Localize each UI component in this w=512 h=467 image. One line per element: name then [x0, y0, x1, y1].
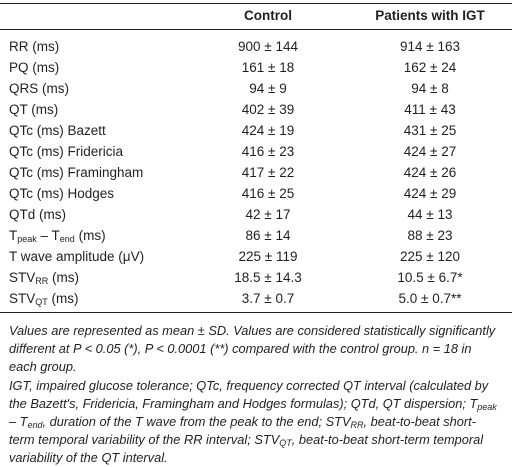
- cell-control: 94 ± 9: [249, 81, 287, 96]
- header-rule: [0, 29, 512, 30]
- text-segment: QTc (ms) Framingham: [9, 165, 144, 180]
- table-row: Tpeak – Tend (ms) 86 ± 14 88 ± 23: [0, 226, 512, 246]
- header-igt: Patients with IGT: [375, 8, 485, 23]
- cell-control: 416 ± 25: [241, 186, 295, 201]
- text-segment: QTc (ms) Fridericia: [9, 144, 123, 159]
- table-row: T wave amplitude (μV) 225 ± 119 225 ± 120: [0, 247, 512, 267]
- text-segment: (ms): [48, 270, 80, 285]
- cell-igt: 424 ± 26: [403, 165, 457, 180]
- text-segment: QRS (ms): [9, 81, 69, 96]
- cell-control: 417 ± 22: [241, 165, 295, 180]
- subscript: RR: [350, 420, 364, 430]
- cell-control: 225 ± 119: [238, 249, 298, 264]
- cell-control: 402 ± 39: [241, 102, 295, 117]
- text-segment: STV: [9, 291, 36, 306]
- row-label: QTc (ms) Fridericia: [9, 142, 123, 162]
- subscript: end: [59, 234, 75, 244]
- text-segment: QTc (ms) Hodges: [9, 186, 115, 201]
- cell-igt: 5.0 ± 0.7**: [398, 291, 462, 306]
- row-label: QTc (ms) Bazett: [9, 121, 106, 141]
- cell-igt: 10.5 ± 6.7*: [397, 270, 463, 285]
- cell-control: 86 ± 14: [245, 228, 291, 243]
- text-segment: , beat-to-beat short-term temporal varia…: [9, 432, 484, 465]
- subscript: QT: [279, 438, 292, 448]
- cell-igt: 44 ± 13: [407, 207, 453, 222]
- table-row: QRS (ms) 94 ± 9 94 ± 8: [0, 79, 512, 99]
- table-row: QTc (ms) Fridericia 416 ± 23 424 ± 27: [0, 142, 512, 162]
- cell-control: 900 ± 144: [238, 39, 298, 54]
- text-segment: , duration of the T wave from the peak t…: [42, 414, 351, 429]
- row-label: QRS (ms): [9, 79, 69, 99]
- row-label: T wave amplitude (μV): [9, 247, 144, 267]
- row-label: QT (ms): [9, 100, 58, 120]
- cell-igt: 424 ± 29: [403, 186, 457, 201]
- text-segment: IGT, impaired glucose tolerance; QTc, fr…: [9, 378, 489, 411]
- subscript: RR: [35, 276, 49, 286]
- text-segment: T: [9, 228, 18, 243]
- cell-igt: 431 ± 25: [403, 123, 457, 138]
- subscript: end: [27, 420, 43, 430]
- cell-igt: 94 ± 8: [411, 81, 449, 96]
- text-segment: Values are represented as mean ± SD. Val…: [9, 323, 496, 374]
- row-label: STVQT (ms): [9, 289, 79, 309]
- table-row: QTd (ms) 42 ± 17 44 ± 13: [0, 205, 512, 225]
- text-segment: PQ (ms): [9, 60, 60, 75]
- text-segment: (ms): [47, 291, 79, 306]
- table-row: PQ (ms) 161 ± 18 162 ± 24: [0, 58, 512, 78]
- subscript: QT: [35, 297, 48, 307]
- cell-igt: 88 ± 23: [407, 228, 453, 243]
- row-label: STVRR (ms): [9, 268, 79, 288]
- cell-control: 18.5 ± 14.3: [234, 270, 302, 285]
- text-segment: (ms): [74, 228, 106, 243]
- header-control: Control: [244, 8, 292, 23]
- text-segment: STV: [9, 270, 36, 285]
- cell-control: 3.7 ± 0.7: [241, 291, 295, 306]
- cell-igt: 914 ± 163: [400, 39, 460, 54]
- cell-igt: 162 ± 24: [403, 60, 457, 75]
- cell-control: 416 ± 23: [241, 144, 295, 159]
- text-segment: QTd (ms): [9, 207, 66, 222]
- row-label: PQ (ms): [9, 58, 59, 78]
- row-label: RR (ms): [9, 37, 59, 57]
- text-segment: RR (ms): [9, 39, 60, 54]
- text-segment: QTc (ms) Bazett: [9, 123, 106, 138]
- text-segment: , beat-to-beat short-term temporal varia…: [9, 414, 476, 447]
- subscript: peak: [17, 234, 37, 244]
- text-segment: T wave amplitude (μV): [9, 249, 145, 264]
- top-rule: [0, 3, 512, 4]
- cell-igt: 411 ± 43: [404, 102, 456, 117]
- cell-control: 424 ± 19: [241, 123, 295, 138]
- table-row: QTc (ms) Framingham 417 ± 22 424 ± 26: [0, 163, 512, 183]
- table-row: RR (ms) 900 ± 144 914 ± 163: [0, 37, 512, 57]
- table-row: QT (ms) 402 ± 39 411 ± 43: [0, 100, 512, 120]
- subscript: peak: [477, 402, 497, 412]
- row-label: Tpeak – Tend (ms): [9, 226, 106, 246]
- text-segment: – T: [36, 228, 60, 243]
- table-row: QTc (ms) Bazett 424 ± 19 431 ± 25: [0, 121, 512, 141]
- table-row: STVQT (ms) 3.7 ± 0.7 5.0 ± 0.7**: [0, 289, 512, 309]
- cell-igt: 225 ± 120: [400, 249, 460, 264]
- footnote: Values are represented as mean ± SD. Val…: [9, 322, 501, 376]
- table-row: STVRR (ms) 18.5 ± 14.3 10.5 ± 6.7*: [0, 268, 512, 288]
- cell-igt: 424 ± 27: [403, 144, 457, 159]
- text-segment: – T: [9, 414, 28, 429]
- row-label: QTc (ms) Hodges: [9, 184, 114, 204]
- row-label: QTc (ms) Framingham: [9, 163, 143, 183]
- cell-control: 42 ± 17: [245, 207, 291, 222]
- cell-control: 161 ± 18: [241, 60, 295, 75]
- table-row: QTc (ms) Hodges 416 ± 25 424 ± 29: [0, 184, 512, 204]
- footnote: IGT, impaired glucose tolerance; QTc, fr…: [9, 377, 501, 467]
- text-segment: QT (ms): [9, 102, 59, 117]
- row-label: QTd (ms): [9, 205, 66, 225]
- bottom-rule: [0, 312, 512, 313]
